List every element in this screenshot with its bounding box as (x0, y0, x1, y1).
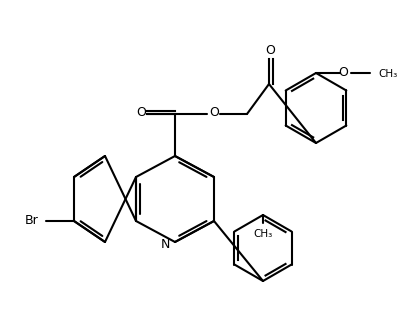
Text: Br: Br (25, 214, 39, 228)
Text: O: O (338, 67, 348, 79)
Text: CH₃: CH₃ (378, 69, 397, 79)
Text: N: N (160, 239, 170, 252)
Text: CH₃: CH₃ (254, 229, 273, 239)
Text: O: O (136, 106, 146, 120)
Text: O: O (265, 45, 275, 57)
Text: O: O (209, 106, 219, 120)
